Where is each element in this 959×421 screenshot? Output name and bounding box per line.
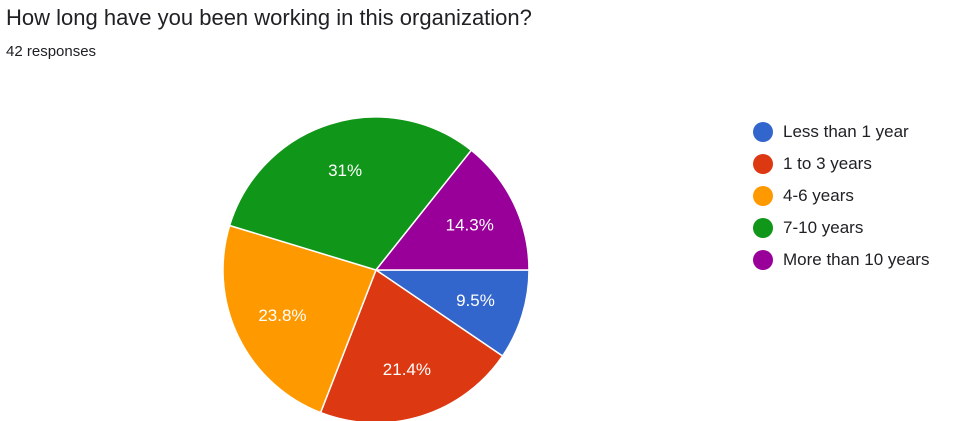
response-count: 42 responses	[6, 43, 97, 60]
pie-slice-1-to-3-years[interactable]	[319, 269, 504, 421]
chart-legend: Less than 1 year 1 to 3 years 4-6 years 7-1…	[753, 116, 929, 276]
pie-slice-7-10-years[interactable]	[228, 116, 473, 271]
pie-labels: 9.5% 21.4% 23.8% 31% 14.3%	[258, 161, 494, 379]
pie-slices	[222, 116, 530, 421]
legend-item-7-10-years[interactable]: 7-10 years	[753, 212, 929, 244]
legend-item-4-6-years[interactable]: 4-6 years	[753, 180, 929, 212]
legend-swatch	[753, 250, 773, 270]
pie-label-7-10-years: 31%	[328, 161, 362, 180]
legend-swatch	[753, 122, 773, 142]
legend-item-more-than-10-years[interactable]: More than 10 years	[753, 244, 929, 276]
question-title: How long have you been working in this o…	[6, 5, 532, 30]
legend-item-less-than-1-year[interactable]: Less than 1 year	[753, 116, 929, 148]
legend-label: More than 10 years	[783, 250, 930, 269]
pie-label-1-to-3-years: 21.4%	[383, 360, 431, 379]
legend-swatch	[753, 186, 773, 206]
pie-slice-more-than-10-years[interactable]	[375, 149, 530, 271]
pie-label-more-than-10-years: 14.3%	[446, 215, 494, 234]
pie-label-4-6-years: 23.8%	[258, 306, 306, 325]
legend-label: 7-10 years	[783, 218, 864, 237]
pie-label-less-than-1-year: 9.5%	[456, 291, 495, 310]
legend-item-1-to-3-years[interactable]: 1 to 3 years	[753, 148, 929, 180]
legend-label: 4-6 years	[783, 186, 854, 205]
pie-slice-4-6-years[interactable]	[222, 224, 377, 414]
legend-swatch	[753, 154, 773, 174]
pie-slice-less-than-1-year[interactable]	[375, 269, 530, 357]
legend-label: Less than 1 year	[783, 122, 909, 141]
legend-label: 1 to 3 years	[783, 154, 872, 173]
legend-swatch	[753, 218, 773, 238]
